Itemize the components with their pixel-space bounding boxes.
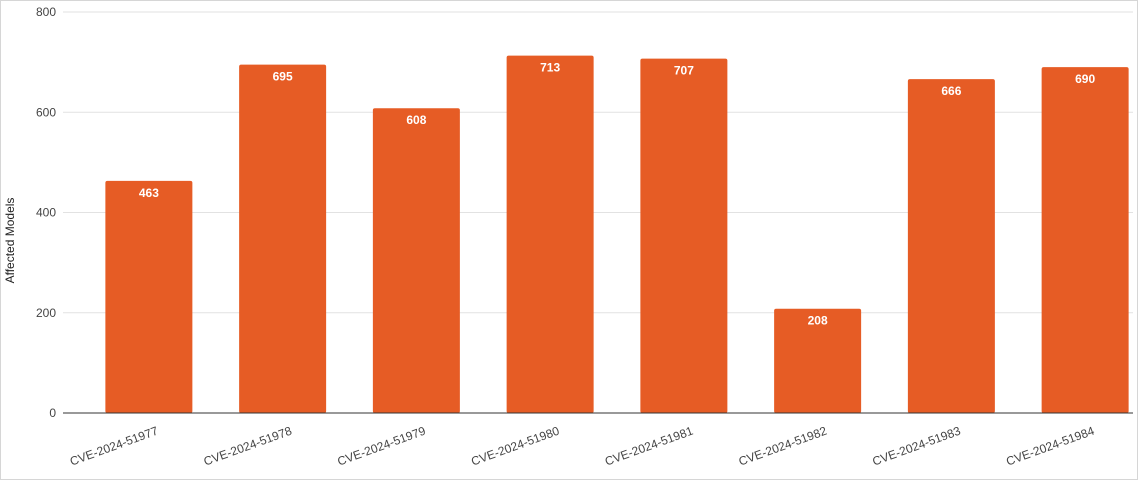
x-tick-label: CVE-2024-51984 (1004, 424, 1096, 469)
x-tick-label: CVE-2024-51978 (202, 424, 294, 469)
bar-value-label: 463 (139, 186, 159, 200)
x-axis-ticks: CVE-2024-51977 CVE-2024-51978 CVE-2024-519… (68, 424, 1096, 469)
bar-value-label: 695 (273, 70, 293, 84)
y-tick-label: 800 (36, 5, 56, 19)
bar-value-label: 713 (540, 61, 560, 75)
x-tick-label: CVE-2024-51979 (335, 424, 427, 469)
bar-value-label: 707 (674, 64, 694, 78)
bar-value-label: 690 (1075, 72, 1095, 86)
bar[interactable] (506, 55, 594, 413)
y-tick-label: 200 (36, 306, 56, 320)
bar-value-label: 666 (941, 84, 961, 98)
bar[interactable] (1041, 67, 1129, 413)
x-tick-label: CVE-2024-51981 (603, 424, 695, 469)
bar[interactable] (105, 180, 193, 413)
bar-value-label: 608 (406, 113, 426, 127)
y-axis-ticks: 0 200 400 600 800 (36, 5, 56, 420)
y-tick-label: 600 (36, 105, 56, 119)
bar[interactable] (774, 308, 862, 413)
bar-value-label: 208 (808, 314, 828, 328)
x-tick-label: CVE-2024-51982 (737, 424, 829, 469)
bar[interactable] (640, 58, 728, 414)
x-tick-label: CVE-2024-51983 (870, 424, 962, 469)
bar[interactable] (372, 108, 460, 414)
y-axis-label: Affected Models (3, 198, 17, 284)
x-tick-label: CVE-2024-51980 (469, 424, 561, 469)
bar[interactable] (239, 64, 327, 413)
x-tick-label: CVE-2024-51977 (68, 424, 160, 469)
bar[interactable] (907, 79, 995, 413)
y-tick-label: 400 (36, 206, 56, 220)
bars: 463 695 608 713 707 208 666 690 (105, 55, 1129, 414)
y-tick-label: 0 (49, 406, 56, 420)
